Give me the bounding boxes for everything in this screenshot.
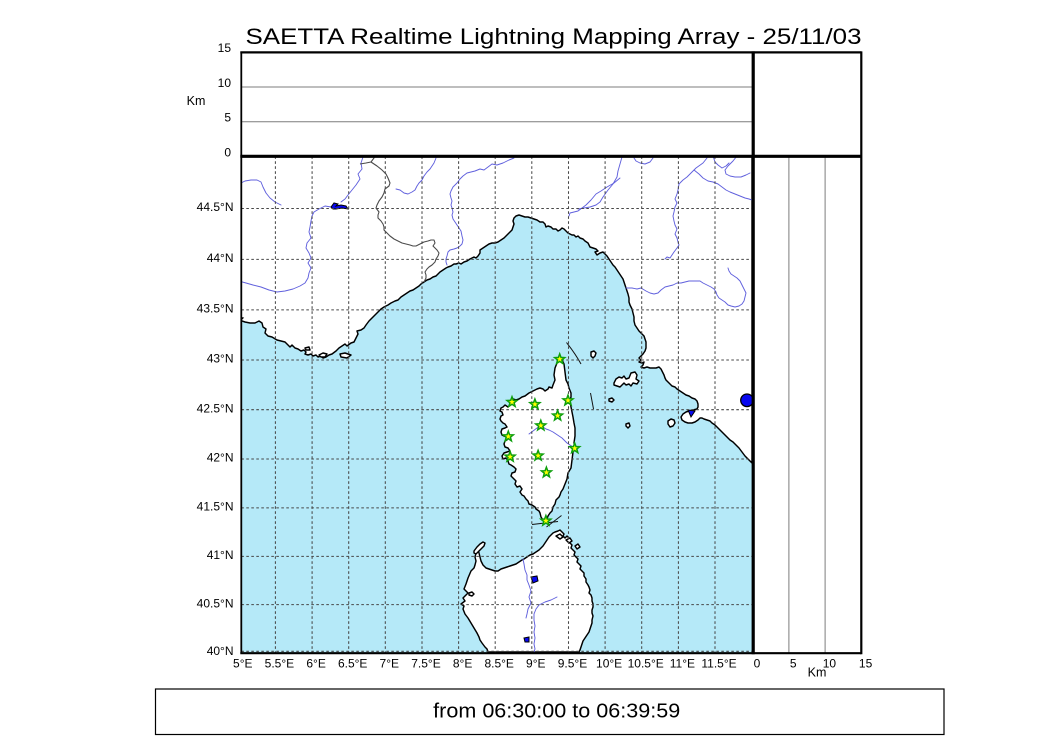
svg-text:5.5°E: 5.5°E — [265, 657, 294, 671]
svg-text:SAETTA Realtime Lightning Mapp: SAETTA Realtime Lightning Mapping Array … — [246, 24, 862, 49]
svg-text:0: 0 — [224, 146, 231, 160]
svg-text:43.5°N: 43.5°N — [197, 302, 234, 316]
svg-text:10: 10 — [823, 657, 837, 671]
svg-text:5: 5 — [790, 657, 797, 671]
svg-text:15: 15 — [859, 657, 873, 671]
svg-text:9.5°E: 9.5°E — [558, 657, 587, 671]
svg-text:42.5°N: 42.5°N — [197, 401, 234, 415]
svg-text:11.5°E: 11.5°E — [701, 657, 736, 671]
svg-text:8°E: 8°E — [453, 657, 472, 671]
svg-text:0: 0 — [754, 657, 761, 671]
svg-text:5: 5 — [224, 111, 231, 125]
svg-text:7°E: 7°E — [380, 657, 399, 671]
svg-text:41°N: 41°N — [207, 548, 234, 562]
svg-text:11°E: 11°E — [670, 657, 695, 671]
svg-text:6.5°E: 6.5°E — [338, 657, 367, 671]
svg-text:44.5°N: 44.5°N — [197, 200, 234, 214]
svg-text:42°N: 42°N — [207, 451, 234, 465]
svg-text:7.5°E: 7.5°E — [411, 657, 440, 671]
svg-text:15: 15 — [218, 41, 232, 55]
svg-text:8.5°E: 8.5°E — [484, 657, 513, 671]
svg-text:from 06:30:00 to 06:39:59: from 06:30:00 to 06:39:59 — [433, 700, 680, 723]
svg-text:41.5°N: 41.5°N — [197, 500, 234, 514]
svg-text:40°N: 40°N — [207, 644, 234, 658]
svg-text:5°E: 5°E — [233, 657, 252, 671]
svg-text:43°N: 43°N — [207, 352, 234, 366]
svg-text:44°N: 44°N — [207, 251, 234, 265]
svg-text:10°E: 10°E — [596, 657, 622, 671]
svg-text:10.5°E: 10.5°E — [628, 657, 664, 671]
svg-text:6°E: 6°E — [306, 657, 325, 671]
svg-text:Km: Km — [808, 666, 827, 680]
svg-text:10: 10 — [218, 76, 232, 90]
svg-text:40.5°N: 40.5°N — [197, 596, 234, 610]
svg-text:Km: Km — [187, 94, 206, 108]
svg-text:9°E: 9°E — [526, 657, 545, 671]
